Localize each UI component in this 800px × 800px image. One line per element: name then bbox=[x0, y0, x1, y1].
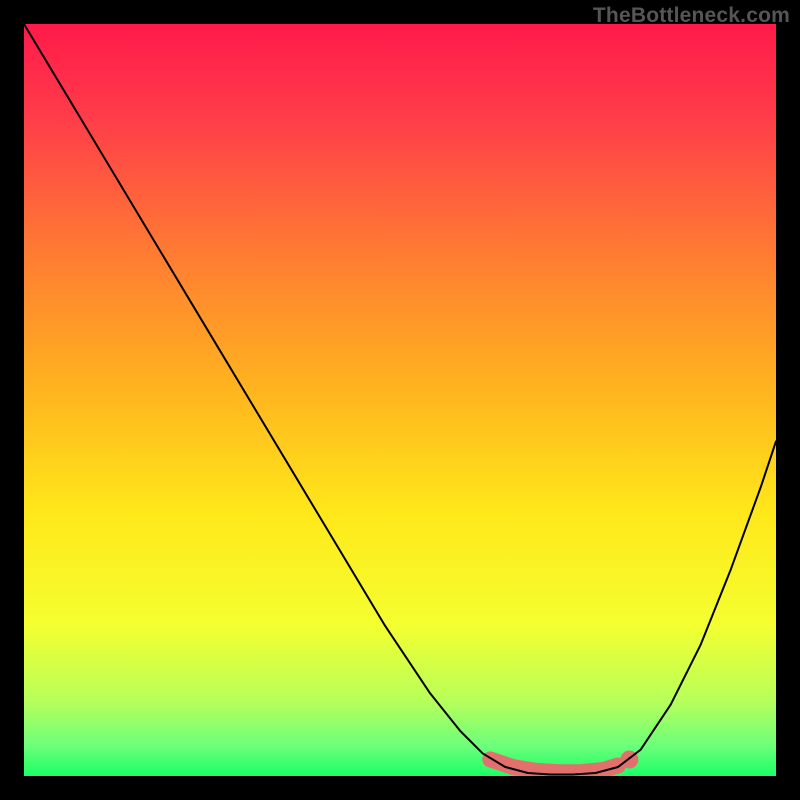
plot-area bbox=[24, 24, 776, 776]
plot-svg bbox=[24, 24, 776, 776]
chart-frame: TheBottleneck.com bbox=[0, 0, 800, 800]
gradient-background bbox=[24, 24, 776, 776]
